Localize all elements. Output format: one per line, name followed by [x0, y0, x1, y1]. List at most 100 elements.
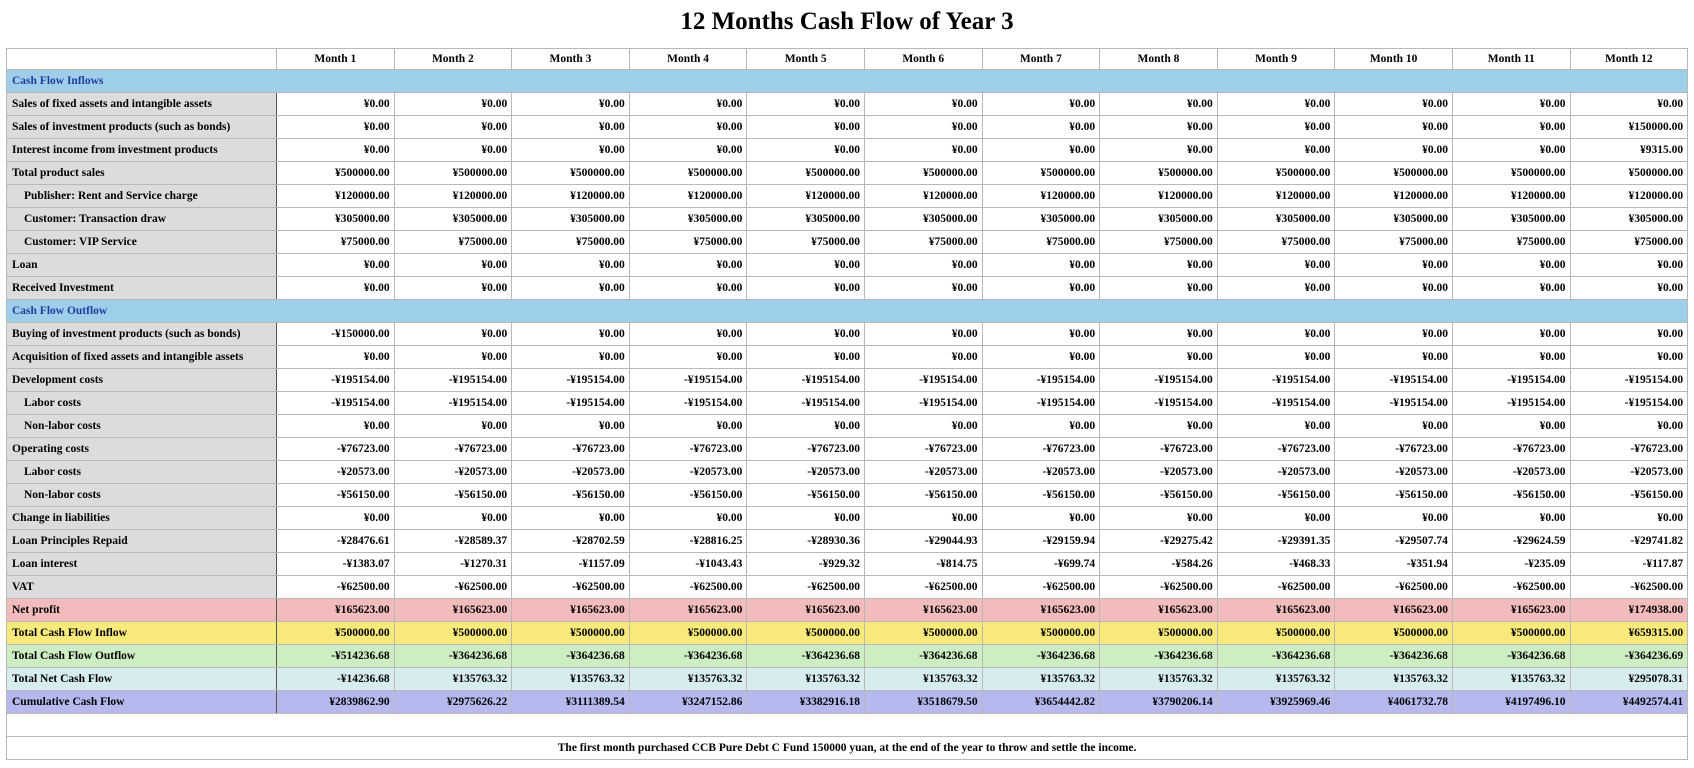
value-cell: ¥3382916.18	[746, 690, 865, 714]
value-cell: ¥165623.00	[628, 598, 748, 622]
value-cell: ¥0.00	[393, 92, 513, 116]
value-cell: ¥0.00	[1216, 138, 1336, 162]
blank-cell	[5, 713, 1689, 737]
value-cell: ¥0.00	[863, 253, 983, 277]
month-header: Month 11	[1451, 48, 1571, 70]
value-cell: ¥120000.00	[1099, 184, 1218, 208]
value-cell: ¥500000.00	[863, 161, 983, 185]
value-cell: ¥0.00	[1451, 253, 1571, 277]
table-row: Received Investment ¥0.00 ¥0.00 ¥0.00 ¥0.00 ¥…	[6, 276, 1689, 300]
value-cell: ¥0.00	[1569, 253, 1689, 277]
value-cell: ¥0.00	[746, 322, 865, 346]
value-cell: ¥9315.00	[1569, 138, 1689, 162]
value-cell: -¥195154.00	[393, 391, 513, 415]
value-cell: -¥29507.74	[1334, 529, 1453, 553]
value-cell: ¥0.00	[981, 276, 1101, 300]
value-cell: ¥305000.00	[746, 207, 865, 231]
value-cell: ¥0.00	[981, 92, 1101, 116]
value-cell: ¥0.00	[276, 138, 395, 162]
value-cell: ¥305000.00	[511, 207, 630, 231]
value-cell: -¥76723.00	[628, 437, 748, 461]
value-cell: -¥468.33	[1216, 552, 1336, 576]
section-title: Cash Flow Outflow	[5, 299, 1689, 323]
value-cell: ¥75000.00	[628, 230, 748, 254]
value-cell: -¥62500.00	[863, 575, 983, 599]
value-cell: -¥195154.00	[746, 368, 865, 392]
row-label: Customer: VIP Service	[6, 230, 277, 254]
value-cell: ¥0.00	[628, 506, 748, 530]
value-cell: ¥0.00	[1451, 322, 1571, 346]
value-cell: ¥0.00	[1451, 345, 1571, 369]
value-cell: -¥195154.00	[511, 391, 630, 415]
section-title: Cash Flow Inflows	[5, 69, 1689, 93]
row-label: Change in liabilities	[6, 506, 277, 530]
value-cell: -¥20573.00	[1569, 460, 1689, 484]
value-cell: -¥28589.37	[393, 529, 513, 553]
value-cell: ¥0.00	[1099, 414, 1218, 438]
value-cell: ¥0.00	[628, 92, 748, 116]
value-cell: -¥20573.00	[276, 460, 395, 484]
value-cell: -¥29624.59	[1451, 529, 1571, 553]
value-cell: -¥195154.00	[393, 368, 513, 392]
value-cell: ¥0.00	[1334, 138, 1453, 162]
value-cell: ¥75000.00	[863, 230, 983, 254]
value-cell: -¥76723.00	[981, 437, 1101, 461]
value-cell: -¥195154.00	[1099, 368, 1218, 392]
value-cell: ¥0.00	[1099, 115, 1218, 139]
value-cell: ¥0.00	[981, 414, 1101, 438]
value-cell: ¥500000.00	[511, 621, 630, 645]
value-cell: ¥305000.00	[1334, 207, 1453, 231]
value-cell: -¥62500.00	[276, 575, 395, 599]
value-cell: -¥584.26	[1099, 552, 1218, 576]
value-cell: -¥195154.00	[863, 368, 983, 392]
value-cell: ¥500000.00	[1099, 161, 1218, 185]
value-cell: ¥305000.00	[1569, 207, 1689, 231]
value-cell: -¥195154.00	[863, 391, 983, 415]
row-label: Buying of investment products (such as b…	[6, 322, 277, 346]
value-cell: -¥62500.00	[1216, 575, 1336, 599]
value-cell: -¥76723.00	[1099, 437, 1218, 461]
value-cell: ¥3925969.46	[1216, 690, 1336, 714]
value-cell: -¥56150.00	[863, 483, 983, 507]
value-cell: -¥62500.00	[1099, 575, 1218, 599]
table-row: Non-labor costs ¥0.00 ¥0.00 ¥0.00 ¥0.00 ¥0.00…	[6, 414, 1689, 438]
table-row: Total product sales ¥500000.00 ¥500000.00 ¥…	[6, 161, 1689, 185]
value-cell: -¥20573.00	[511, 460, 630, 484]
summary-row: Total Cash Flow Outflow -¥514236.68 -¥3642…	[6, 644, 1689, 668]
value-cell: -¥364236.68	[746, 644, 865, 668]
value-cell: ¥305000.00	[1099, 207, 1218, 231]
value-cell: ¥0.00	[746, 506, 865, 530]
value-cell: ¥0.00	[393, 506, 513, 530]
value-cell: ¥165623.00	[1451, 598, 1571, 622]
value-cell: ¥135763.32	[863, 667, 983, 691]
value-cell: ¥305000.00	[393, 207, 513, 231]
row-label: Total Cash Flow Inflow	[6, 621, 277, 645]
value-cell: ¥135763.32	[1451, 667, 1571, 691]
value-cell: ¥0.00	[1334, 345, 1453, 369]
value-cell: ¥75000.00	[511, 230, 630, 254]
value-cell: ¥75000.00	[1451, 230, 1571, 254]
value-cell: ¥0.00	[1569, 322, 1689, 346]
value-cell: -¥195154.00	[628, 368, 748, 392]
value-cell: ¥0.00	[393, 345, 513, 369]
row-label: Total Net Cash Flow	[6, 667, 277, 691]
value-cell: ¥0.00	[393, 115, 513, 139]
value-cell: ¥0.00	[863, 138, 983, 162]
value-cell: -¥20573.00	[393, 460, 513, 484]
month-header: Month 3	[511, 48, 630, 70]
value-cell: ¥500000.00	[1451, 621, 1571, 645]
value-cell: ¥0.00	[511, 345, 630, 369]
value-cell: ¥0.00	[511, 506, 630, 530]
value-cell: ¥0.00	[746, 138, 865, 162]
value-cell: ¥120000.00	[511, 184, 630, 208]
value-cell: -¥20573.00	[1099, 460, 1218, 484]
value-cell: ¥500000.00	[393, 161, 513, 185]
value-cell: -¥195154.00	[746, 391, 865, 415]
value-cell: ¥500000.00	[276, 621, 395, 645]
value-cell: ¥2839862.90	[276, 690, 395, 714]
value-cell: ¥0.00	[393, 414, 513, 438]
value-cell: ¥0.00	[746, 115, 865, 139]
value-cell: -¥29044.93	[863, 529, 983, 553]
value-cell: -¥62500.00	[1451, 575, 1571, 599]
value-cell: -¥62500.00	[628, 575, 748, 599]
